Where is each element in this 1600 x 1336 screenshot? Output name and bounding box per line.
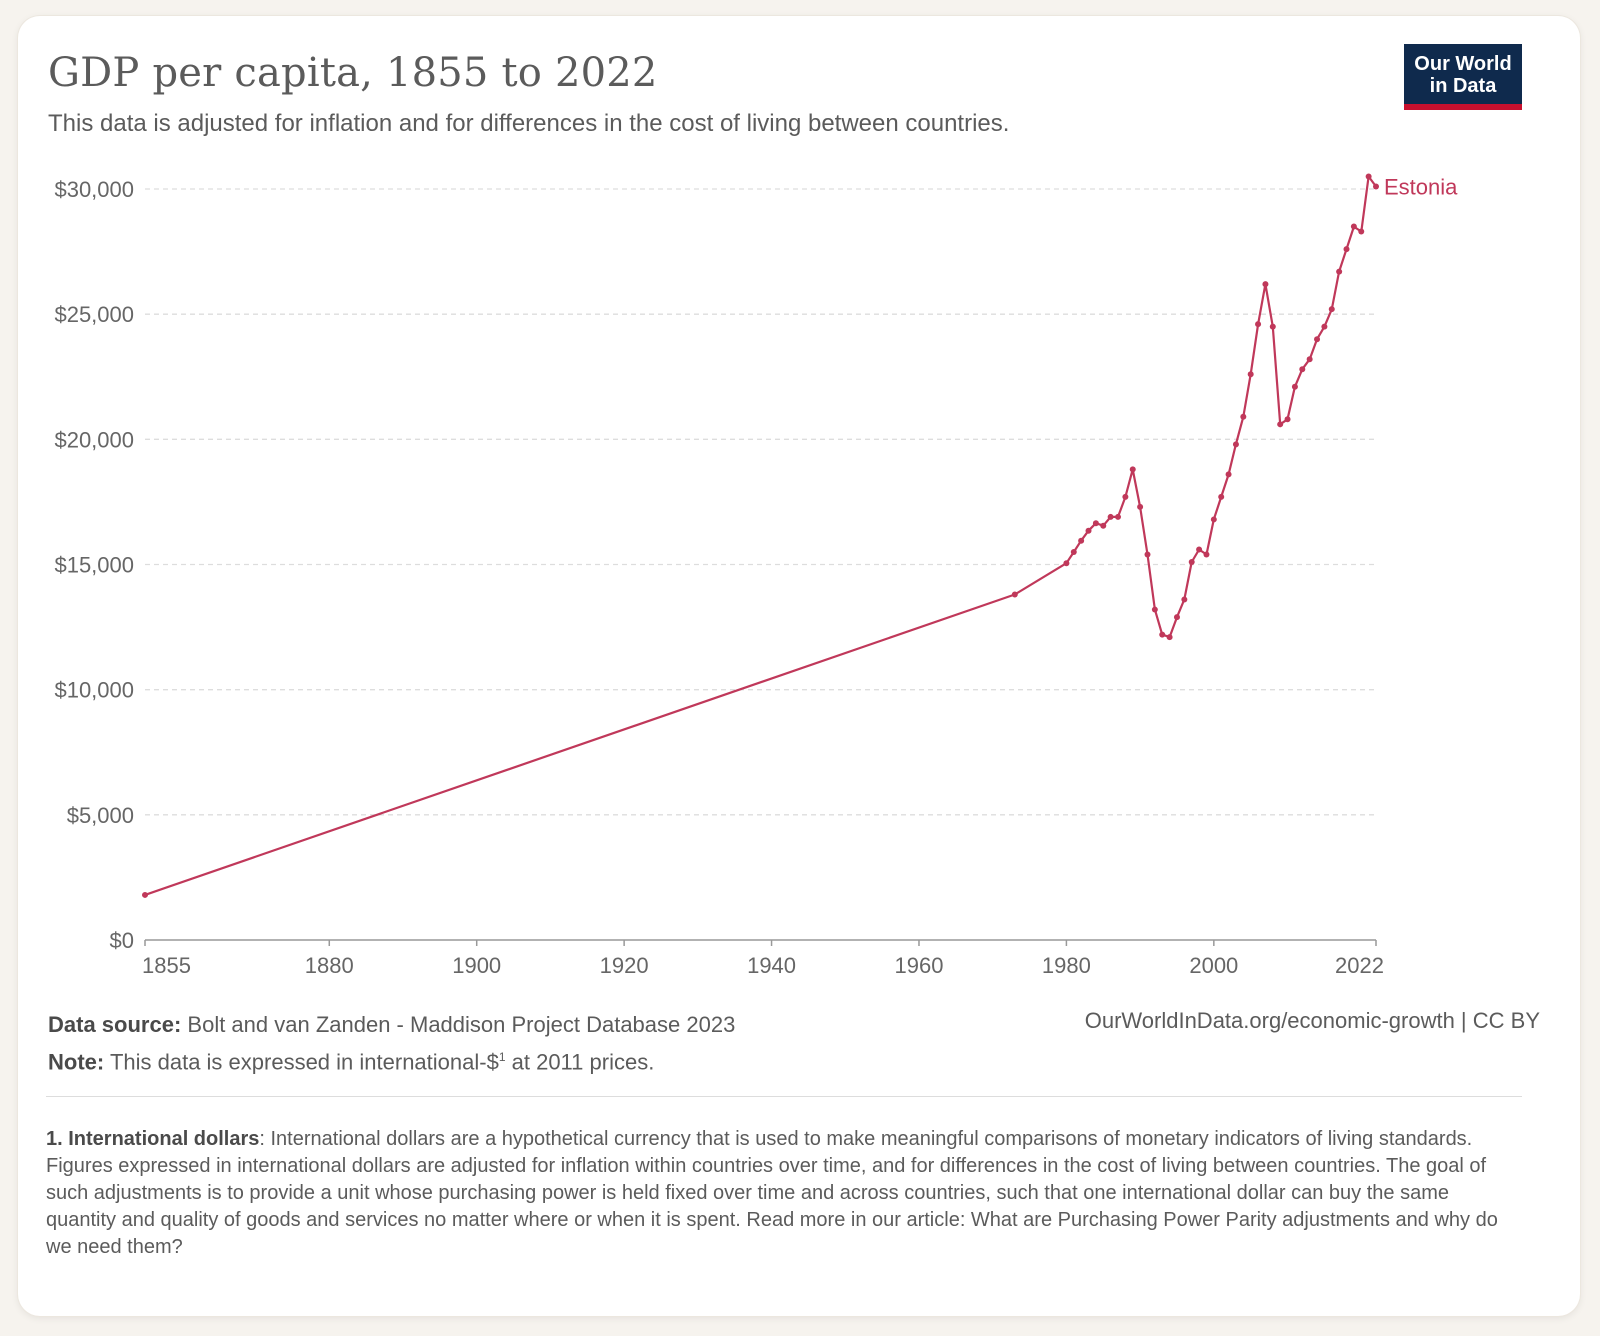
y-tick-label: $30,000: [54, 177, 134, 202]
data-point[interactable]: [1247, 371, 1254, 378]
data-point[interactable]: [1122, 493, 1129, 500]
y-tick-label: $0: [110, 928, 134, 953]
data-point[interactable]: [1269, 323, 1276, 330]
x-tick-label: 1880: [305, 953, 354, 978]
data-source-block: Data source: Bolt and van Zanden - Maddi…: [48, 1008, 735, 1078]
series-line-estonia: [144, 175, 1377, 896]
data-point[interactable]: [1173, 614, 1180, 621]
footnote-ref[interactable]: 1: [498, 1050, 506, 1064]
x-tick-label: 1920: [600, 953, 649, 978]
note-text: This data is expressed in international-…: [109, 1049, 499, 1075]
data-point[interactable]: [142, 891, 148, 898]
data-point[interactable]: [1181, 596, 1188, 603]
data-point[interactable]: [1063, 560, 1070, 567]
data-point[interactable]: [1070, 548, 1077, 555]
data-point[interactable]: [1336, 268, 1343, 275]
grid-lines: [145, 188, 1376, 816]
data-point[interactable]: [1365, 173, 1372, 180]
x-tick-label: 2000: [1189, 953, 1238, 978]
data-point[interactable]: [1291, 383, 1298, 390]
y-tick-label: $25,000: [54, 302, 134, 327]
data-point[interactable]: [1115, 513, 1122, 520]
data-point[interactable]: [1218, 493, 1225, 500]
data-point[interactable]: [1314, 336, 1321, 343]
data-point[interactable]: [1225, 471, 1232, 478]
data-point[interactable]: [1085, 527, 1092, 534]
data-point[interactable]: [1277, 421, 1284, 428]
data-point[interactable]: [1137, 503, 1144, 510]
data-point[interactable]: [1166, 634, 1173, 641]
data-point[interactable]: [1078, 537, 1085, 544]
data-point[interactable]: [1373, 183, 1379, 190]
owid-logo[interactable]: Our World in Data: [1404, 44, 1522, 110]
data-point[interactable]: [1100, 522, 1107, 529]
data-source-text[interactable]: Bolt and van Zanden - Maddison Project D…: [187, 1012, 736, 1037]
footnote: 1. International dollars: International …: [46, 1126, 1516, 1261]
data-point[interactable]: [1092, 520, 1099, 527]
data-point[interactable]: [1129, 466, 1136, 473]
data-point[interactable]: [1240, 413, 1247, 420]
data-point[interactable]: [1196, 546, 1203, 553]
y-axis-tick-labels: $0 $5,000 $10,000 $15,000 $20,000 $25,000 $30,…: [54, 177, 134, 953]
y-tick-label: $20,000: [54, 427, 134, 452]
data-point[interactable]: [1107, 513, 1114, 520]
data-point[interactable]: [1299, 366, 1306, 373]
x-tick-label: 1960: [895, 953, 944, 978]
note-line: Note: This data is expressed in internat…: [48, 1041, 735, 1078]
y-tick-label: $15,000: [54, 553, 134, 578]
data-point[interactable]: [1232, 441, 1239, 448]
x-tick-label: 1900: [452, 953, 501, 978]
data-point[interactable]: [1328, 306, 1335, 313]
data-source-label: Data source:: [48, 1012, 182, 1037]
data-point[interactable]: [1144, 551, 1151, 558]
x-tick-label: 2022: [1335, 953, 1384, 978]
data-source-line: Data source: Bolt and van Zanden - Maddi…: [48, 1008, 735, 1041]
footnote-label: 1. International dollars: [46, 1128, 260, 1150]
footnote-text: : International dollars are a hypothetic…: [46, 1128, 1498, 1258]
logo-line-2: in Data: [1429, 75, 1497, 97]
y-tick-label: $10,000: [54, 678, 134, 703]
x-axis: 1855 1880 1900 1920 1940 1960 1980 2000 2022: [142, 939, 1384, 978]
data-point[interactable]: [1255, 321, 1262, 328]
data-point[interactable]: [1321, 323, 1328, 330]
data-point[interactable]: [1343, 246, 1350, 253]
site-link[interactable]: OurWorldInData.org/economic-growth | CC …: [1084, 1008, 1540, 1033]
note-label: Note:: [48, 1049, 105, 1075]
y-tick-label: $5,000: [67, 803, 134, 828]
chart-card: GDP per capita, 1855 to 2022 This data i…: [18, 16, 1580, 1316]
series-label-estonia[interactable]: Estonia: [1384, 174, 1458, 199]
x-tick-label: 1980: [1042, 953, 1091, 978]
logo-line-1: Our World: [1414, 53, 1512, 75]
data-point[interactable]: [1011, 591, 1018, 598]
x-tick-label: 1855: [142, 953, 191, 978]
data-point[interactable]: [1188, 558, 1195, 565]
data-point[interactable]: [1350, 223, 1357, 230]
series-group: Estonia: [142, 173, 1458, 898]
x-tick-label: 1940: [747, 953, 796, 978]
footer-divider: [46, 1096, 1522, 1097]
data-point[interactable]: [1159, 631, 1166, 638]
data-point[interactable]: [1210, 516, 1217, 523]
data-point[interactable]: [1262, 281, 1269, 288]
note-text-after: at 2011 prices.: [505, 1049, 655, 1075]
data-point[interactable]: [1151, 606, 1158, 613]
data-point[interactable]: [1203, 551, 1210, 558]
data-point[interactable]: [1284, 416, 1291, 423]
data-point[interactable]: [1306, 356, 1313, 363]
chart-subtitle: This data is adjusted for inflation and …: [48, 110, 1010, 137]
data-point[interactable]: [1358, 228, 1365, 235]
line-chart: $0 $5,000 $10,000 $15,000 $20,000 $25,000 $30,…: [54, 173, 1458, 978]
chart-title: GDP per capita, 1855 to 2022: [48, 50, 658, 96]
